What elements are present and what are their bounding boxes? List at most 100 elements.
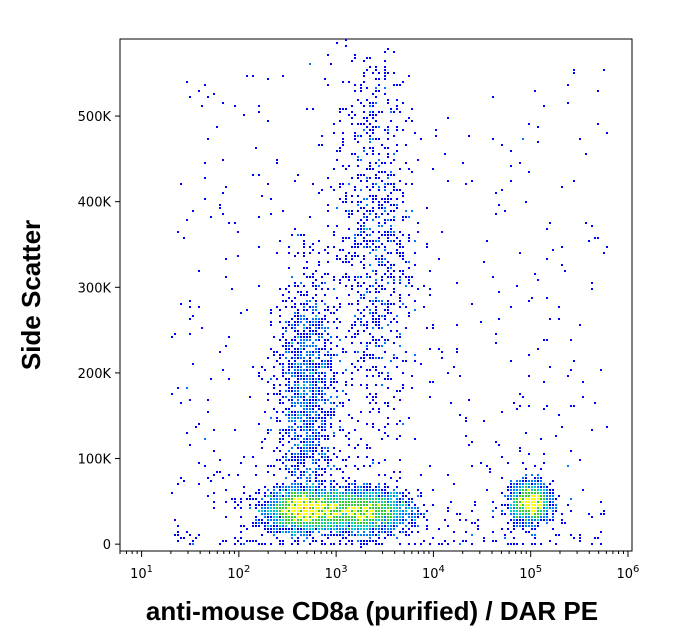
event-dot [312, 360, 314, 362]
event-dot [390, 528, 392, 530]
event-dot [282, 402, 284, 404]
event-dot [399, 477, 401, 479]
event-dot [363, 510, 365, 512]
event-dot [309, 534, 311, 536]
event-dot [300, 528, 302, 530]
event-dot [345, 507, 347, 509]
event-dot [579, 540, 581, 542]
event-dot [375, 516, 377, 518]
event-dot [267, 432, 269, 434]
event-dot [288, 531, 290, 533]
event-dot [225, 186, 227, 188]
event-dot [321, 393, 323, 395]
event-dot [543, 507, 545, 509]
event-dot [510, 498, 512, 500]
event-dot [570, 450, 572, 452]
event-dot [543, 462, 545, 464]
event-dot [312, 438, 314, 440]
event-dot [441, 357, 443, 359]
event-dot [372, 195, 374, 197]
event-dot [528, 300, 530, 302]
event-dot [420, 513, 422, 515]
event-dot [372, 105, 374, 107]
event-dot [294, 348, 296, 350]
event-dot [549, 501, 551, 503]
event-dot [291, 357, 293, 359]
event-dot [213, 507, 215, 509]
event-dot [528, 483, 530, 485]
event-dot [432, 168, 434, 170]
event-dot [342, 351, 344, 353]
event-dot [306, 354, 308, 356]
event-dot [369, 240, 371, 242]
event-dot [384, 189, 386, 191]
event-dot [321, 366, 323, 368]
event-dot [402, 504, 404, 506]
event-dot [546, 297, 548, 299]
event-dot [357, 510, 359, 512]
event-dot [318, 192, 320, 194]
event-dot [297, 504, 299, 506]
event-dot [366, 177, 368, 179]
event-dot [366, 99, 368, 101]
event-dot [360, 489, 362, 491]
event-dot [516, 516, 518, 518]
event-dot [357, 156, 359, 158]
event-dot [399, 420, 401, 422]
event-dot [306, 483, 308, 485]
event-dot [414, 300, 416, 302]
event-dot [360, 201, 362, 203]
event-dot [345, 393, 347, 395]
event-dot [543, 489, 545, 491]
event-dot [405, 276, 407, 278]
event-dot [507, 504, 509, 506]
event-dot [333, 411, 335, 413]
event-dot [279, 540, 281, 542]
event-dot [366, 186, 368, 188]
event-dot [537, 510, 539, 512]
event-dot [366, 69, 368, 71]
event-dot [198, 306, 200, 308]
event-dot [363, 525, 365, 527]
event-dot [300, 426, 302, 428]
plot-frame [119, 38, 633, 552]
event-dot [537, 489, 539, 491]
event-dot [333, 543, 335, 545]
event-dot [291, 324, 293, 326]
event-dot [303, 243, 305, 245]
event-dot [525, 522, 527, 524]
event-dot [351, 111, 353, 113]
event-dot [324, 402, 326, 404]
event-dot [525, 432, 527, 434]
event-dot [501, 189, 503, 191]
event-dot [285, 513, 287, 515]
event-dot [405, 360, 407, 362]
event-dot [375, 78, 377, 80]
event-dot [327, 435, 329, 437]
event-dot [309, 300, 311, 302]
event-dot [543, 453, 545, 455]
event-dot [273, 465, 275, 467]
event-dot [303, 285, 305, 287]
event-dot [396, 516, 398, 518]
event-dot [327, 528, 329, 530]
event-dot [288, 426, 290, 428]
event-dot [306, 444, 308, 446]
event-dot [336, 513, 338, 515]
event-dot [345, 195, 347, 197]
event-dot [408, 282, 410, 284]
event-dot [360, 189, 362, 191]
event-dot [372, 183, 374, 185]
event-dot [357, 318, 359, 320]
y-axis-label: Side Scatter [16, 220, 46, 370]
event-dot [330, 504, 332, 506]
event-dot [396, 525, 398, 527]
event-dot [387, 339, 389, 341]
event-dot [363, 294, 365, 296]
event-dot [525, 477, 527, 479]
event-dot [390, 231, 392, 233]
event-dot [303, 378, 305, 380]
event-dot [438, 543, 440, 545]
event-dot [405, 495, 407, 497]
event-dot [330, 474, 332, 476]
